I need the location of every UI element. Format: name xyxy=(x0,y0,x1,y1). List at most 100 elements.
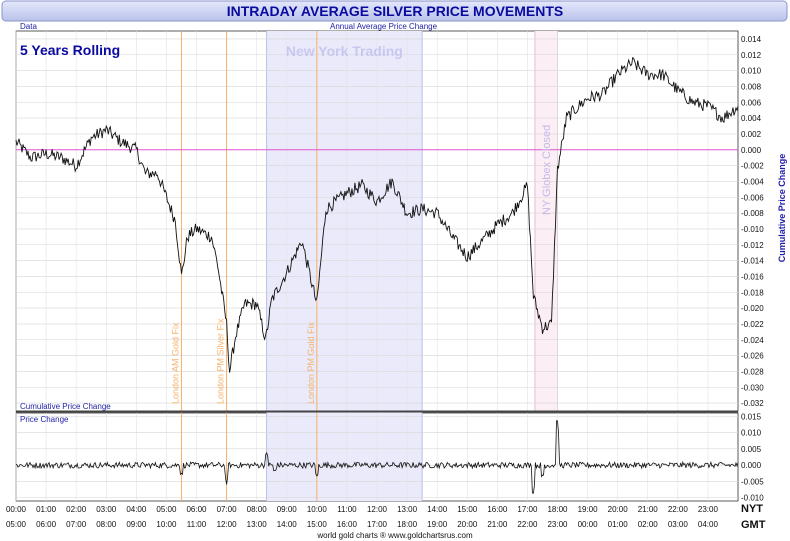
low-y-tick-4: -0.005 xyxy=(741,477,764,486)
nyt-tick-1: 01:00 xyxy=(36,505,57,514)
globex-closed-band xyxy=(534,31,558,411)
y-axis-title: Cumulative Price Change xyxy=(777,154,787,263)
footer-credit: world gold charts ® www.goldchartsrus.co… xyxy=(316,531,473,540)
nyt-tick-22: 22:00 xyxy=(668,505,689,514)
ny-trading-band xyxy=(266,31,423,501)
gmt-tick-15: 20:00 xyxy=(457,520,478,529)
gmt-label: GMT xyxy=(741,519,766,531)
main-y-tick-13: -0.012 xyxy=(741,241,764,250)
gmt-tick-11: 16:00 xyxy=(337,520,358,529)
nyt-tick-20: 20:00 xyxy=(608,505,629,514)
fix-lines: London AM Gold Fix London PM Silver Fix Lo… xyxy=(170,31,318,501)
main-y-tick-22: -0.030 xyxy=(741,383,764,392)
globex-closed-label: NY Globex Closed xyxy=(541,125,553,215)
main-y-tick-7: 0.000 xyxy=(741,146,762,155)
nyt-tick-21: 21:00 xyxy=(638,505,659,514)
nyt-tick-4: 04:00 xyxy=(126,505,147,514)
low-y-tick-0: 0.015 xyxy=(741,412,762,421)
main-y-tick-3: 0.008 xyxy=(741,82,762,91)
y-tick-labels: 0.014 0.012 0.010 0.008 0.006 0.004 0.002 0.000… xyxy=(741,35,764,503)
main-y-tick-4: 0.006 xyxy=(741,98,762,107)
main-y-tick-16: -0.018 xyxy=(741,288,764,297)
fix-label-0: London AM Gold Fix xyxy=(170,322,180,404)
nyt-tick-11: 11:00 xyxy=(337,505,357,514)
nyt-tick-13: 13:00 xyxy=(397,505,418,514)
gmt-tick-2: 07:00 xyxy=(66,520,87,529)
main-y-tick-21: -0.028 xyxy=(741,367,764,376)
main-y-tick-23: -0.032 xyxy=(741,399,764,408)
grid-lines xyxy=(15,31,738,501)
gmt-tick-18: 23:00 xyxy=(547,520,568,529)
main-y-tick-15: -0.016 xyxy=(741,272,764,281)
gmt-tick-0: 05:00 xyxy=(6,520,27,529)
gmt-tick-23: 04:00 xyxy=(698,520,719,529)
main-y-tick-17: -0.020 xyxy=(741,304,764,313)
gmt-tick-5: 10:00 xyxy=(156,520,177,529)
nyt-tick-23: 23:00 xyxy=(698,505,719,514)
nyt-tick-2: 02:00 xyxy=(66,505,87,514)
nyt-tick-19: 19:00 xyxy=(578,505,599,514)
main-y-tick-12: -0.010 xyxy=(741,225,764,234)
cumulative-series-line xyxy=(15,56,739,373)
nyt-tick-0: 00:00 xyxy=(6,505,27,514)
bottom-panel-label: Cumulative Price Change xyxy=(20,402,111,411)
nyt-tick-10: 10:00 xyxy=(307,505,328,514)
gmt-tick-6: 11:00 xyxy=(187,520,207,529)
gmt-tick-21: 02:00 xyxy=(638,520,659,529)
nyt-tick-9: 09:00 xyxy=(277,505,298,514)
gmt-tick-10: 15:00 xyxy=(307,520,328,529)
chart-title: INTRADAY AVERAGE SILVER PRICE MOVEMENTS xyxy=(227,3,564,19)
low-y-tick-1: 0.010 xyxy=(741,429,762,438)
main-y-tick-2: 0.010 xyxy=(741,67,762,76)
nyt-tick-18: 18:00 xyxy=(547,505,568,514)
rolling-label: 5 Years Rolling xyxy=(20,42,120,58)
nyt-tick-3: 03:00 xyxy=(96,505,117,514)
gmt-tick-1: 06:00 xyxy=(36,520,57,529)
nyt-tick-6: 06:00 xyxy=(186,505,207,514)
price-change-series-line xyxy=(15,420,739,494)
title-bar xyxy=(1,0,788,22)
nyt-tick-15: 15:00 xyxy=(457,505,478,514)
gmt-tick-20: 01:00 xyxy=(608,520,629,529)
gmt-tick-14: 19:00 xyxy=(427,520,448,529)
main-y-tick-20: -0.026 xyxy=(741,352,764,361)
fix-label-2: London PM Gold Fix xyxy=(306,321,316,404)
nyt-label: NYT xyxy=(741,503,763,515)
main-y-tick-8: -0.002 xyxy=(741,162,764,171)
main-y-tick-14: -0.014 xyxy=(741,257,764,266)
nyt-tick-7: 07:00 xyxy=(217,505,238,514)
gmt-tick-13: 18:00 xyxy=(397,520,418,529)
gmt-tick-22: 03:00 xyxy=(668,520,689,529)
x-tick-labels: 00:00 01:00 02:00 03:00 04:00 05:00 06:00 07:00… xyxy=(6,505,718,529)
gmt-tick-9: 14:00 xyxy=(277,520,298,529)
nyt-tick-17: 17:00 xyxy=(517,505,538,514)
subtitle: Annual Average Price Change xyxy=(330,22,438,31)
main-y-tick-18: -0.022 xyxy=(741,320,764,329)
data-label: Data xyxy=(20,22,37,31)
low-y-tick-2: 0.005 xyxy=(741,445,762,454)
gmt-tick-7: 12:00 xyxy=(217,520,238,529)
main-y-tick-19: -0.024 xyxy=(741,336,764,345)
nyt-tick-12: 12:00 xyxy=(367,505,388,514)
fix-label-1: London PM Silver Fix xyxy=(216,318,226,404)
gmt-tick-16: 21:00 xyxy=(487,520,508,529)
nyt-tick-8: 08:00 xyxy=(247,505,268,514)
nyt-tick-14: 14:00 xyxy=(427,505,448,514)
low-y-tick-3: 0.000 xyxy=(741,461,762,470)
nyt-tick-16: 16:00 xyxy=(487,505,508,514)
ny-trading-label: New York Trading xyxy=(286,43,403,59)
gmt-tick-17: 22:00 xyxy=(517,520,538,529)
price-change-label: Price Change xyxy=(20,415,69,424)
main-y-tick-0: 0.014 xyxy=(741,35,762,44)
nyt-tick-5: 05:00 xyxy=(156,505,177,514)
gmt-tick-4: 09:00 xyxy=(126,520,147,529)
gmt-tick-12: 17:00 xyxy=(367,520,388,529)
gmt-tick-8: 13:00 xyxy=(247,520,268,529)
main-y-tick-10: -0.006 xyxy=(741,193,764,202)
main-y-tick-9: -0.004 xyxy=(741,177,764,186)
main-y-tick-5: 0.004 xyxy=(741,114,762,123)
low-y-tick-5: -0.010 xyxy=(741,494,764,503)
main-y-tick-6: 0.002 xyxy=(741,130,762,139)
